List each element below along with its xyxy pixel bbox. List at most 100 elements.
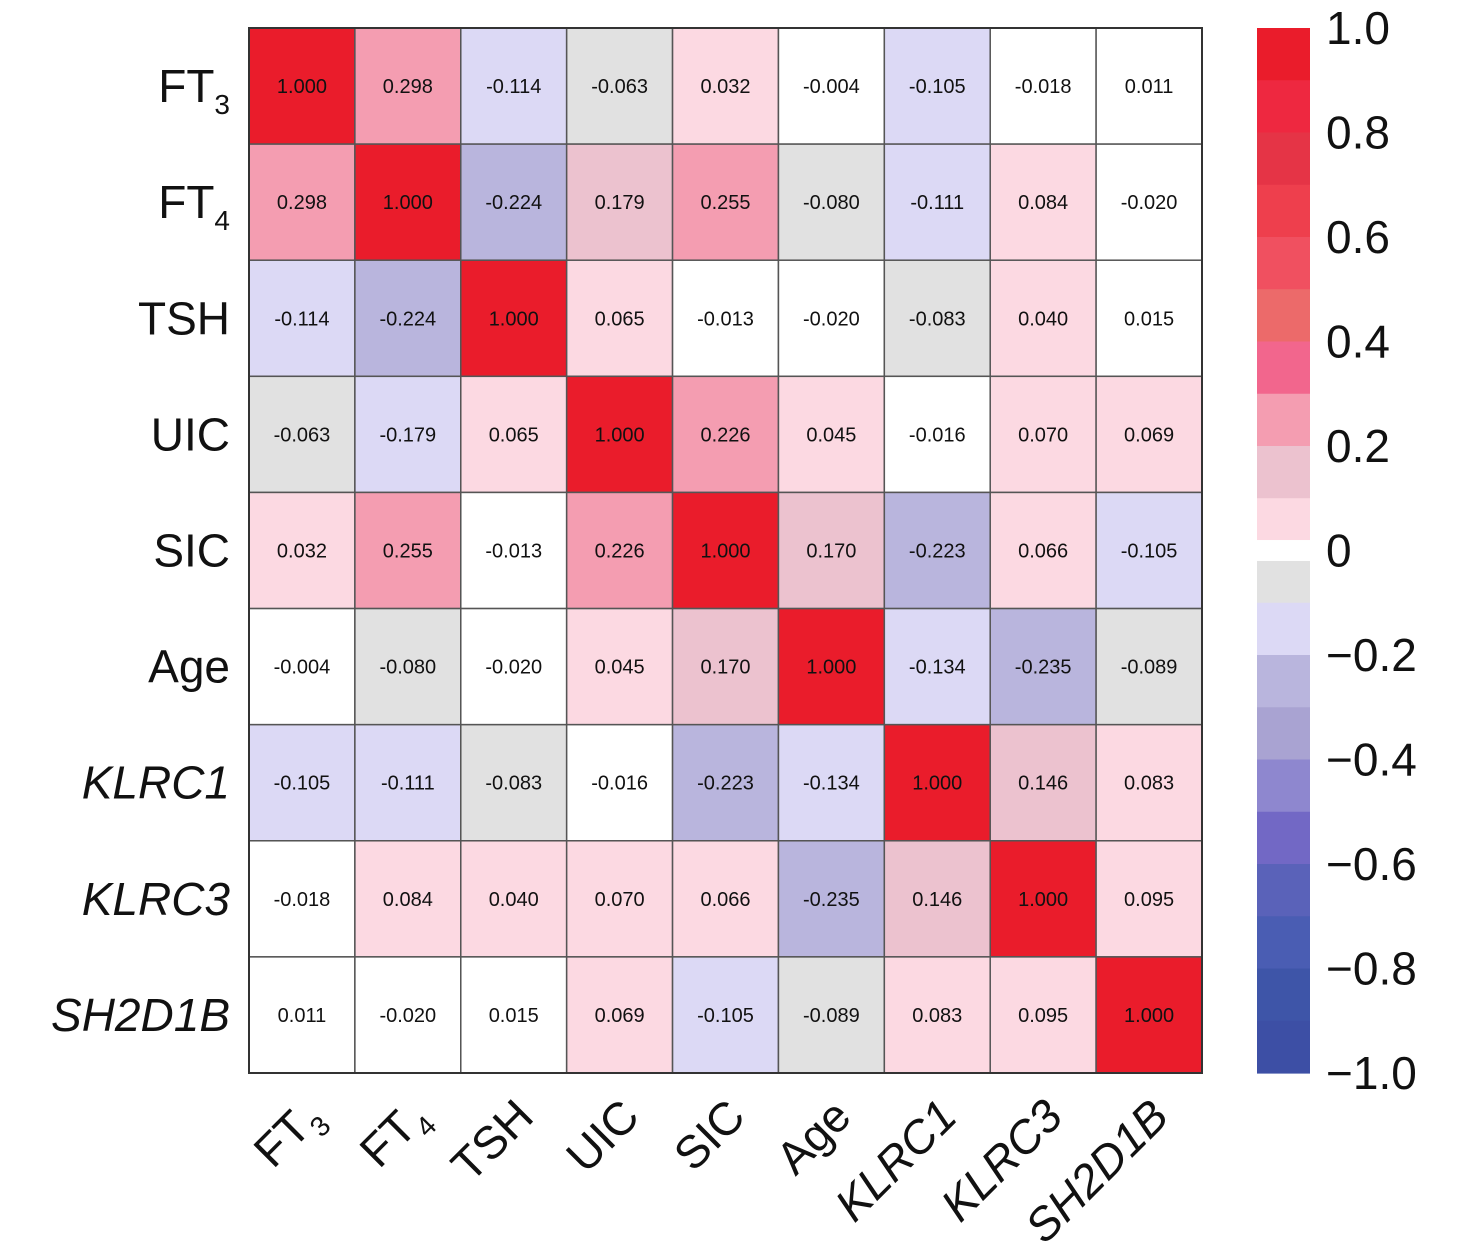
cell-value-label: 1.000 bbox=[806, 657, 856, 679]
column-label-ft3: FT3 bbox=[243, 1089, 336, 1182]
heatmap-cell bbox=[354, 723, 462, 842]
heatmap-cell bbox=[460, 607, 568, 726]
cell-value-label: -0.016 bbox=[591, 773, 648, 795]
heatmap-cell bbox=[354, 375, 462, 494]
heatmap-cell bbox=[248, 840, 356, 958]
cell-value-label: -0.020 bbox=[379, 1005, 436, 1027]
cell-value-label: 0.066 bbox=[1018, 541, 1068, 563]
heatmap-cell bbox=[1095, 375, 1203, 494]
column-label-sic: SIC bbox=[664, 1089, 755, 1180]
heatmap-cell bbox=[989, 27, 1097, 145]
heatmap-cell bbox=[565, 607, 674, 726]
row-label-ft3: FT3 bbox=[158, 60, 230, 120]
label-text: SIC bbox=[664, 1089, 755, 1180]
heatmap-cell bbox=[248, 143, 356, 261]
cell-value-label: 0.255 bbox=[700, 192, 750, 214]
row-label-klrc1: KLRC1 bbox=[82, 757, 230, 809]
colorbar-bin bbox=[1257, 759, 1310, 813]
heatmap-cell bbox=[1095, 956, 1203, 1074]
heatmap-cell bbox=[671, 956, 780, 1074]
cell-value-label: -0.016 bbox=[909, 424, 966, 446]
colorbar-tick-label: 0.2 bbox=[1326, 420, 1390, 472]
cell-value-label: -0.105 bbox=[274, 773, 331, 795]
heatmap-cell bbox=[248, 956, 356, 1074]
cell-value-label: 1.000 bbox=[700, 541, 750, 563]
cell-value-label: 0.011 bbox=[1125, 76, 1174, 98]
heatmap-cell bbox=[1095, 259, 1203, 378]
heatmap-cell bbox=[565, 840, 674, 958]
heatmap-cell bbox=[354, 259, 462, 378]
colorbar-bin bbox=[1257, 1020, 1310, 1074]
colorbar-bin bbox=[1257, 132, 1310, 186]
cell-value-label: -0.018 bbox=[1015, 76, 1072, 98]
cell-value-label: -0.080 bbox=[379, 657, 436, 679]
cell-value-label: 0.170 bbox=[806, 541, 856, 563]
heatmap-cell bbox=[565, 375, 674, 494]
cell-value-label: -0.235 bbox=[803, 889, 860, 911]
label-text: Age bbox=[766, 1089, 861, 1184]
colorbar-tick-label: −0.4 bbox=[1326, 734, 1417, 786]
row-label-sh2d1b: SH2D1B bbox=[51, 989, 230, 1041]
label-text: SH2D1B bbox=[51, 989, 230, 1041]
cell-value-label: -0.013 bbox=[485, 541, 542, 563]
cell-value-label: -0.235 bbox=[1015, 657, 1072, 679]
cell-value-label: 0.146 bbox=[1018, 773, 1068, 795]
cell-value-label: -0.004 bbox=[274, 657, 331, 679]
row-label-ft4: FT4 bbox=[158, 176, 230, 236]
row-label-uic: UIC bbox=[151, 408, 230, 460]
cell-value-label: 0.045 bbox=[806, 424, 856, 446]
label-text: KLRC3 bbox=[82, 873, 231, 925]
colorbar-tick-label: 1.0 bbox=[1326, 2, 1390, 54]
cell-value-label: 0.298 bbox=[383, 76, 433, 98]
label-text: TSH bbox=[441, 1089, 543, 1191]
heatmap-cell bbox=[354, 607, 462, 726]
cell-value-label: -0.105 bbox=[909, 76, 966, 98]
heatmap-cell bbox=[248, 491, 356, 610]
label-text: FT bbox=[243, 1100, 320, 1177]
heatmap-cell bbox=[883, 840, 991, 958]
heatmap-cell bbox=[671, 27, 780, 145]
colorbar-tick-labels: 1.0 0.8 0.6 0.4 0.2 0 −0.2 −0.4 −0.6 −0.8 −1.0 bbox=[1326, 2, 1417, 1099]
heatmap-cell bbox=[565, 956, 674, 1074]
cell-value-label: 0.065 bbox=[489, 424, 539, 446]
heatmap-cell bbox=[565, 143, 674, 261]
colorbar-tick-label: −1.0 bbox=[1326, 1047, 1417, 1099]
cell-value-label: 0.070 bbox=[1018, 424, 1068, 446]
heatmap-cell bbox=[1095, 491, 1203, 610]
cell-value-label: 0.040 bbox=[1018, 308, 1068, 330]
label-text: UIC bbox=[556, 1089, 649, 1182]
colorbar-bin bbox=[1257, 602, 1310, 656]
colorbar-bin bbox=[1257, 560, 1310, 604]
cell-value-label: 1.000 bbox=[595, 424, 645, 446]
colorbar-bin bbox=[1257, 498, 1310, 541]
cell-value-label: -0.020 bbox=[803, 308, 860, 330]
colorbar-bin bbox=[1257, 237, 1310, 290]
cell-value-label: 0.015 bbox=[489, 1005, 539, 1027]
label-text: Age bbox=[148, 641, 230, 693]
cell-value-label: 0.045 bbox=[595, 657, 645, 679]
cell-value-label: 0.170 bbox=[700, 657, 750, 679]
heatmap-cell bbox=[989, 607, 1097, 726]
colorbar bbox=[1257, 28, 1310, 1074]
cell-value-label: 0.255 bbox=[383, 541, 433, 563]
heatmap-cell bbox=[460, 956, 568, 1074]
cell-value-label: -0.134 bbox=[909, 657, 966, 679]
cell-value-label: -0.111 bbox=[910, 192, 964, 214]
cell-value-label: 1.000 bbox=[489, 308, 539, 330]
colorbar-bin bbox=[1257, 184, 1310, 238]
heatmap-cell bbox=[248, 375, 356, 494]
cell-value-label: -0.080 bbox=[803, 192, 860, 214]
colorbar-bin bbox=[1257, 811, 1310, 865]
heatmap-cell bbox=[248, 259, 356, 378]
cell-value-label: 1.000 bbox=[1018, 889, 1068, 911]
heatmap-cell bbox=[354, 491, 462, 610]
heatmap-cell bbox=[883, 723, 991, 842]
cell-value-label: 0.083 bbox=[912, 1005, 962, 1027]
heatmap-cell bbox=[1095, 607, 1203, 726]
heatmap-cell bbox=[460, 491, 568, 610]
cell-value-label: -0.105 bbox=[1121, 541, 1178, 563]
cell-value-label: 0.015 bbox=[1124, 308, 1174, 330]
cell-value-label: 0.065 bbox=[595, 308, 645, 330]
